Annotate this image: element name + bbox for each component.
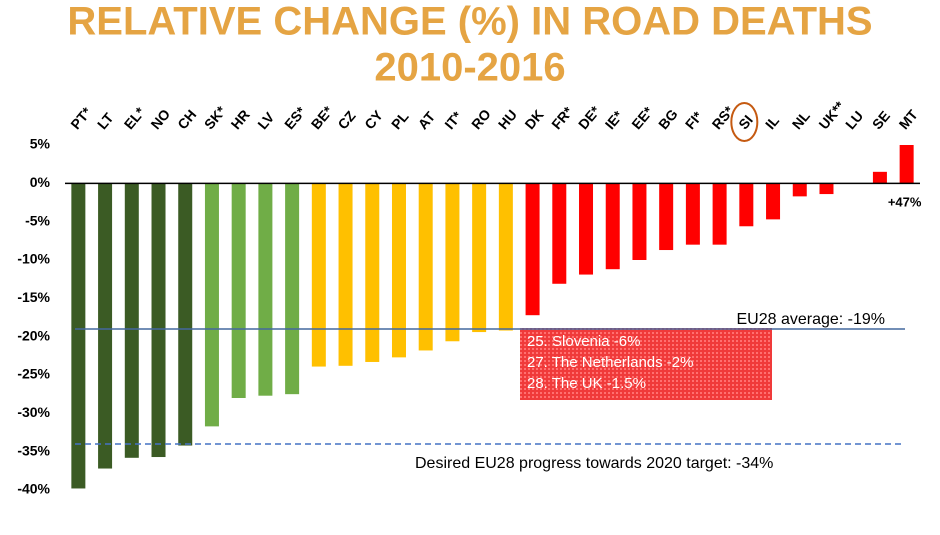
y-tick-label: -40% xyxy=(17,481,50,497)
x-tick-label: LU xyxy=(842,108,866,133)
x-tick-label: SE xyxy=(869,108,893,133)
x-tick-label: EE* xyxy=(628,103,656,132)
x-tick-label: SI xyxy=(735,112,756,132)
bar xyxy=(498,183,513,331)
chart-title: 2010-2016 xyxy=(374,46,565,90)
y-tick-label: 5% xyxy=(30,136,51,152)
x-tick-label: ES* xyxy=(281,103,309,132)
y-tick-label: -20% xyxy=(17,327,50,343)
x-tick-label: MT xyxy=(896,106,922,132)
bar xyxy=(124,183,139,458)
x-tick-label: UK** xyxy=(815,98,848,133)
bar xyxy=(552,183,567,284)
bar xyxy=(365,183,380,362)
bar xyxy=(632,183,647,260)
bar xyxy=(445,183,460,342)
x-tick-label: DE* xyxy=(575,103,604,133)
bar xyxy=(98,183,113,469)
reference-label: EU28 average: -19% xyxy=(736,311,885,328)
bar xyxy=(204,183,219,427)
chart-title: RELATIVE CHANGE (%) IN ROAD DEATHS xyxy=(67,0,872,44)
bar xyxy=(71,183,86,489)
annotation-box xyxy=(520,328,772,400)
y-tick-label: -15% xyxy=(17,289,50,305)
bar xyxy=(311,183,326,367)
highlight-circle xyxy=(730,102,759,142)
x-tick-label: FR* xyxy=(548,103,576,132)
bar xyxy=(258,183,273,396)
x-tick-label: CH xyxy=(174,107,199,133)
bar xyxy=(285,183,300,395)
x-tick-label: FI* xyxy=(682,108,706,132)
bar xyxy=(899,145,914,184)
bar xyxy=(792,183,807,197)
bar xyxy=(872,171,887,184)
bar xyxy=(151,183,166,458)
x-tick-label: RO xyxy=(468,106,494,132)
bar xyxy=(231,183,246,398)
bar xyxy=(579,183,594,275)
x-tick-label: HU xyxy=(495,107,520,133)
bar xyxy=(605,183,620,270)
x-tick-label: AT xyxy=(415,108,439,132)
y-tick-label: -30% xyxy=(17,404,50,420)
x-tick-label: CZ xyxy=(334,107,359,132)
y-tick-label: -35% xyxy=(17,442,50,458)
annotation-text: 25. Slovenia -6% xyxy=(527,333,640,350)
x-tick-label: LV xyxy=(254,109,278,133)
annotation-text: 28. The UK -1.5% xyxy=(527,375,646,392)
x-tick-label: EL* xyxy=(121,104,149,133)
y-tick-label: -5% xyxy=(25,212,50,228)
x-tick-label: NO xyxy=(147,106,173,132)
y-tick-label: -25% xyxy=(17,366,50,382)
x-tick-label: IT* xyxy=(441,108,465,132)
x-tick-label: CY xyxy=(361,107,386,133)
x-tick-label: HR xyxy=(228,107,253,133)
x-tick-label: DK xyxy=(521,107,546,133)
annotation-text: 27. The Netherlands -2% xyxy=(527,354,694,371)
x-tick-label: LT xyxy=(94,109,117,132)
x-tick-label: BG xyxy=(655,106,681,132)
bar xyxy=(391,183,406,358)
bar xyxy=(472,183,487,333)
bar xyxy=(739,183,754,227)
reference-label: Desired EU28 progress towards 2020 targe… xyxy=(415,455,773,472)
bar xyxy=(418,183,433,351)
x-tick-label: BE* xyxy=(308,103,337,133)
bar xyxy=(766,183,781,220)
x-tick-label: PT* xyxy=(67,104,95,133)
bar xyxy=(659,183,674,251)
bars xyxy=(71,145,914,489)
y-tick-label: -10% xyxy=(17,251,50,267)
y-tick-label: 0% xyxy=(30,174,51,190)
x-tick-label: SK* xyxy=(201,103,230,133)
x-tick-label: IE* xyxy=(602,107,627,132)
x-tick-label: NL xyxy=(789,107,814,132)
bar xyxy=(338,183,353,366)
data-label: +47% xyxy=(888,194,922,209)
bar xyxy=(712,183,727,245)
bar xyxy=(525,183,540,316)
x-tick-label: IL xyxy=(762,112,783,132)
bar xyxy=(685,183,700,245)
bar xyxy=(178,183,193,446)
x-tick-label: PL xyxy=(388,108,412,132)
bar xyxy=(819,183,834,195)
